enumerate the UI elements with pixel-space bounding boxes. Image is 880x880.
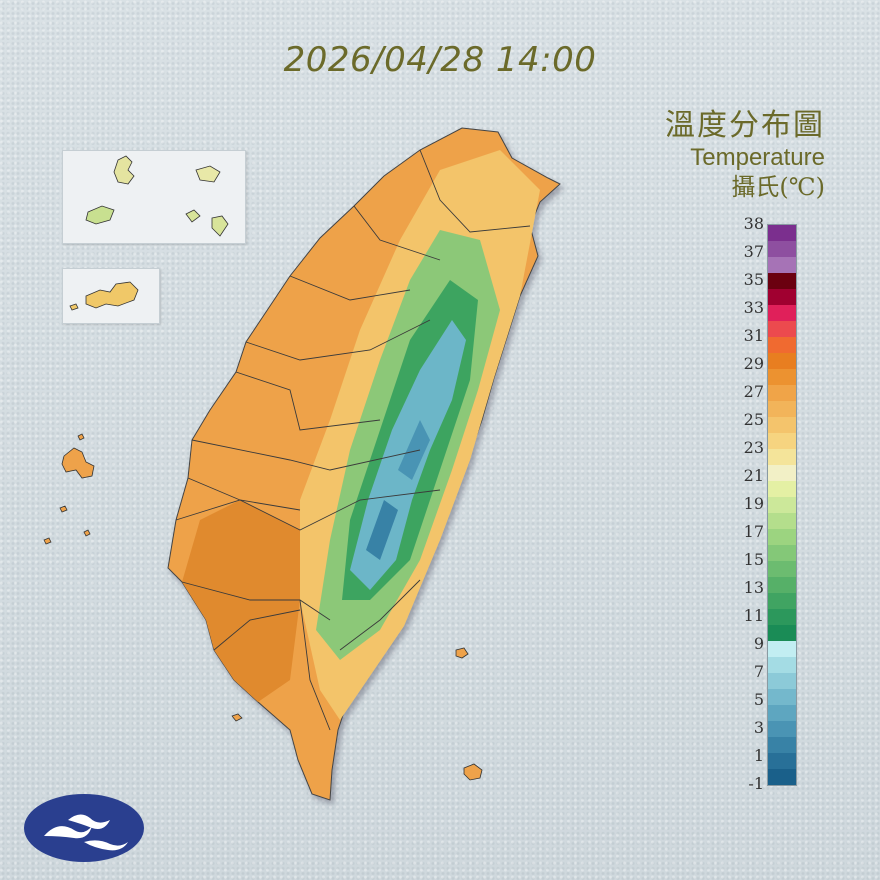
colorbar-tick-label: 15 [743, 550, 764, 569]
colorbar-segment [768, 769, 796, 785]
colorbar-segment [768, 225, 796, 241]
colorbar-segment [768, 353, 796, 369]
colorbar-segment [768, 753, 796, 769]
colorbar-tick-label: 13 [743, 578, 764, 597]
colorbar-tick-label: 25 [743, 410, 764, 429]
legend-unit: 攝氏(℃) [731, 172, 825, 201]
matsu-islands [85, 155, 229, 237]
colorbar-tick-label: 5 [753, 690, 764, 709]
colorbar-segment [768, 241, 796, 257]
colorbar-segment [768, 673, 796, 689]
colorbar-tick-label: 17 [743, 522, 764, 541]
eastern-islets [231, 647, 483, 781]
colorbar-tick-label: 1 [753, 746, 764, 765]
colorbar-segment [768, 369, 796, 385]
colorbar-tick-label: 9 [753, 634, 764, 653]
colorbar-segment [768, 481, 796, 497]
colorbar-segment [768, 593, 796, 609]
colorbar-tick-label: 21 [743, 466, 764, 485]
colorbar-tick-label: 3 [753, 718, 764, 737]
colorbar-segment [768, 641, 796, 657]
temperature-colorbar [767, 224, 797, 786]
colorbar-segment [768, 385, 796, 401]
colorbar-segment [768, 321, 796, 337]
colorbar-segment [768, 657, 796, 673]
colorbar-segment [768, 625, 796, 641]
colorbar-tick-label: 27 [743, 382, 764, 401]
colorbar-segment [768, 529, 796, 545]
colorbar-segment [768, 273, 796, 289]
colorbar-segment [768, 305, 796, 321]
colorbar-segment [768, 449, 796, 465]
colorbar-tick-label: 35 [743, 270, 764, 289]
colorbar-segment [768, 337, 796, 353]
colorbar-segment [768, 737, 796, 753]
colorbar-segment [768, 401, 796, 417]
colorbar-segment [768, 705, 796, 721]
colorbar-segment [768, 465, 796, 481]
colorbar-tick-label: 19 [743, 494, 764, 513]
penghu-islands [43, 433, 95, 545]
colorbar-segment [768, 545, 796, 561]
legend-title-en: Temperature [690, 144, 825, 171]
colorbar-segment [768, 497, 796, 513]
colorbar-tick-label: 11 [743, 606, 764, 625]
colorbar-tick-label: 31 [743, 326, 764, 345]
colorbar-segment [768, 561, 796, 577]
colorbar-tick-label: 29 [743, 354, 764, 373]
colorbar-segment [768, 433, 796, 449]
colorbar-tick-label: 7 [753, 662, 764, 681]
colorbar-segment [768, 513, 796, 529]
colorbar-tick-label: 23 [743, 438, 764, 457]
legend-title: 溫度分布圖 Temperature 攝氏(℃) [665, 108, 825, 202]
colorbar-segment [768, 721, 796, 737]
kinmen-islands [69, 281, 139, 311]
colorbar-segment [768, 609, 796, 625]
colorbar-segment [768, 289, 796, 305]
cwa-logo-icon [24, 794, 144, 862]
colorbar-segment [768, 417, 796, 433]
colorbar-tick-label: -1 [748, 774, 764, 793]
colorbar-tick-label: 38 [743, 214, 764, 233]
colorbar-segment [768, 689, 796, 705]
timestamp-title: 2026/04/28 14:00 [283, 40, 597, 80]
colorbar-tick-label: 33 [743, 298, 764, 317]
colorbar-segment [768, 257, 796, 273]
taiwan-island [167, 127, 561, 801]
colorbar-tick-label: 37 [743, 242, 764, 261]
legend-title-zh: 溫度分布圖 [665, 108, 825, 143]
colorbar-segment [768, 577, 796, 593]
